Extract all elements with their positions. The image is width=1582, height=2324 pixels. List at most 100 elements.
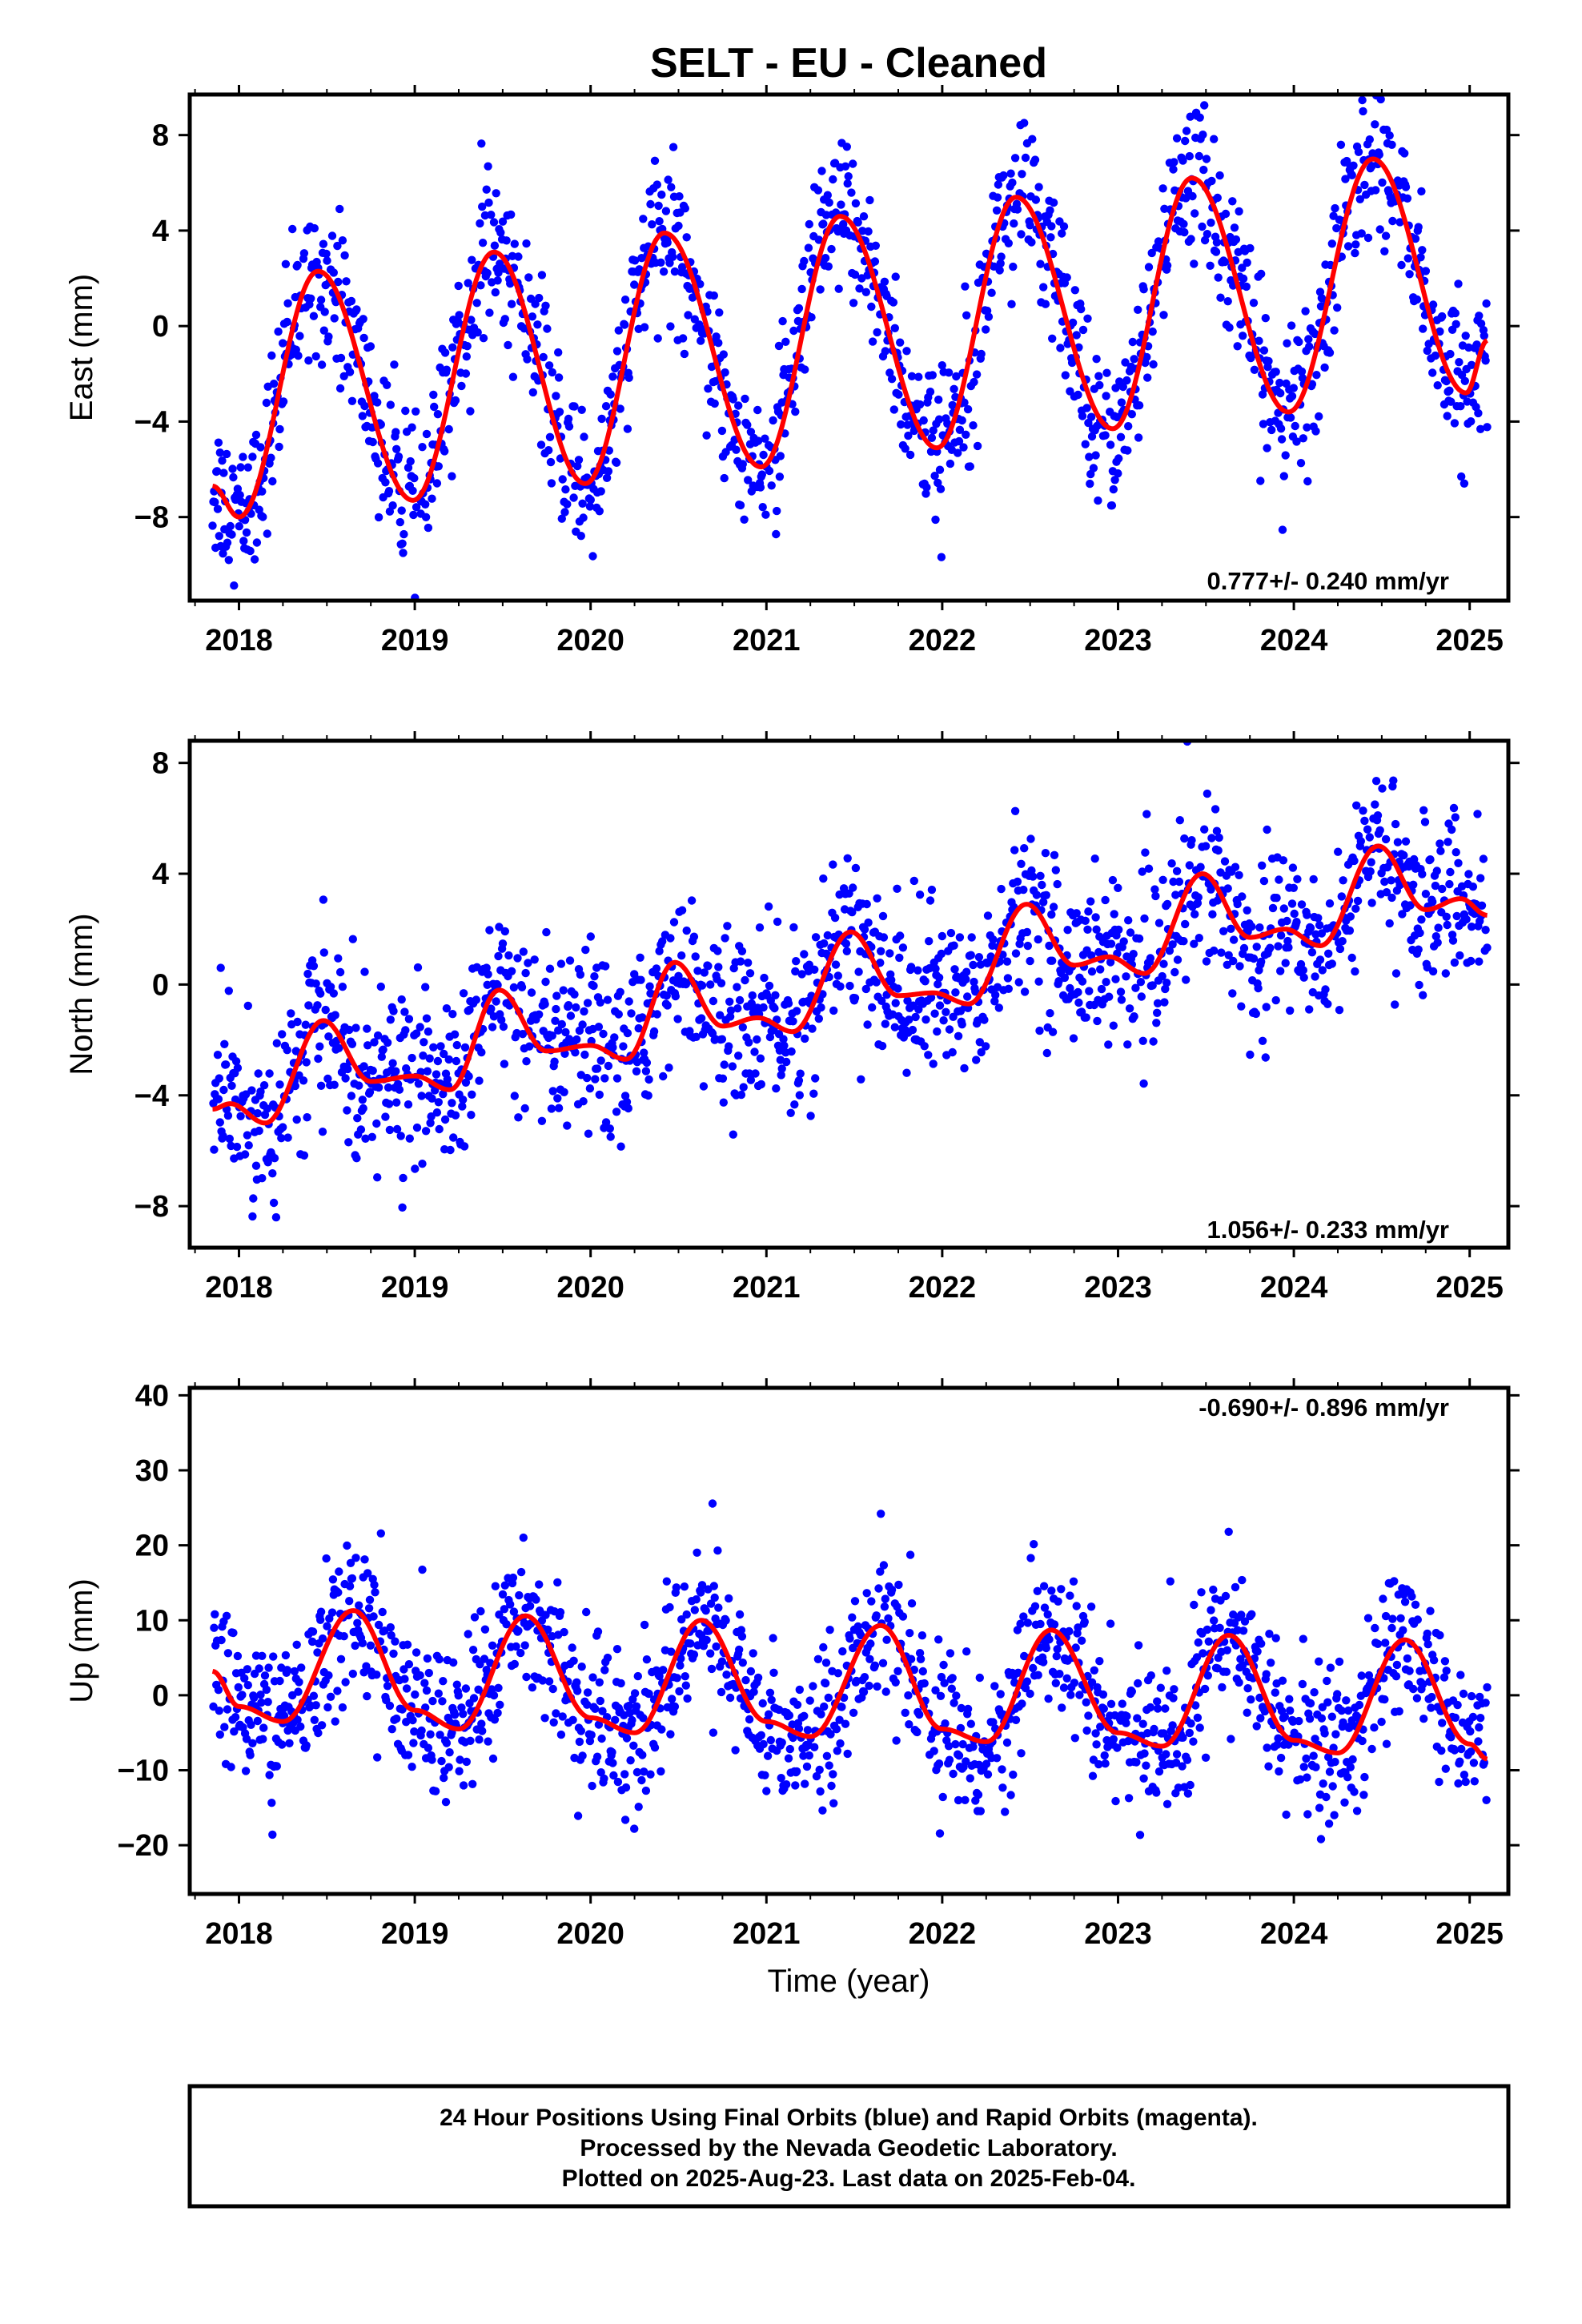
data-point	[878, 911, 888, 921]
data-point	[222, 1611, 231, 1621]
data-point	[1314, 914, 1323, 923]
data-point	[1284, 943, 1293, 952]
data-point	[1161, 1704, 1170, 1713]
data-point	[642, 1655, 652, 1664]
data-point	[577, 1663, 586, 1671]
data-point	[536, 440, 546, 449]
data-point	[963, 992, 972, 1001]
data-point	[1062, 273, 1071, 282]
data-point	[1406, 901, 1415, 910]
data-point	[383, 1682, 392, 1691]
data-point	[1307, 948, 1317, 957]
data-point	[961, 282, 970, 291]
data-point	[604, 1061, 613, 1071]
data-point	[1277, 435, 1287, 444]
data-point	[794, 304, 804, 313]
data-point	[1335, 1657, 1344, 1667]
data-point	[491, 287, 500, 297]
data-point	[604, 467, 613, 476]
data-point	[885, 949, 894, 958]
data-point	[630, 1824, 639, 1833]
data-point	[1472, 340, 1481, 349]
data-point	[1208, 910, 1217, 919]
data-point	[374, 513, 383, 522]
data-point	[299, 249, 309, 258]
data-point	[464, 1072, 473, 1081]
data-point	[1091, 451, 1100, 460]
data-point	[537, 271, 547, 279]
data-point	[1303, 1773, 1311, 1782]
data-point	[630, 280, 639, 289]
data-point	[373, 1031, 383, 1040]
data-point	[487, 1004, 496, 1013]
data-point	[834, 284, 843, 293]
data-point	[228, 464, 237, 473]
data-point	[811, 1074, 820, 1083]
data-point	[969, 421, 978, 430]
data-point	[891, 999, 900, 1007]
data-point	[1271, 368, 1280, 376]
data-point	[478, 202, 487, 211]
data-point	[1433, 938, 1442, 947]
data-point	[797, 970, 806, 979]
data-point	[1221, 1591, 1231, 1601]
data-point	[807, 313, 816, 322]
data-point	[876, 1567, 885, 1576]
data-point	[259, 1081, 269, 1090]
data-point	[428, 1696, 437, 1706]
data-point	[629, 1741, 638, 1750]
data-point	[1243, 258, 1251, 267]
data-point	[442, 365, 452, 374]
data-point	[1090, 1666, 1099, 1675]
data-point	[507, 210, 516, 219]
data-point	[262, 1685, 271, 1695]
data-point	[1276, 967, 1285, 975]
data-point	[741, 975, 749, 985]
data-point	[1295, 1775, 1305, 1784]
data-point	[1045, 941, 1054, 951]
data-point	[409, 510, 418, 520]
data-point	[614, 326, 623, 335]
data-point	[1141, 848, 1150, 857]
data-point	[1077, 1636, 1086, 1645]
data-point	[347, 296, 356, 306]
data-point	[859, 1687, 869, 1696]
data-point	[426, 1730, 435, 1739]
data-point	[333, 241, 342, 251]
data-point	[1231, 235, 1241, 244]
data-point	[725, 1594, 733, 1603]
data-point	[235, 522, 243, 531]
data-point	[242, 1735, 251, 1743]
data-point	[323, 1703, 332, 1712]
data-point	[946, 459, 955, 468]
data-point	[1046, 1009, 1054, 1018]
data-point	[1210, 135, 1219, 143]
data-point	[853, 218, 862, 227]
data-point	[696, 279, 705, 288]
data-point	[1030, 155, 1040, 164]
data-point	[1111, 384, 1120, 392]
data-point	[697, 1581, 707, 1590]
data-point	[411, 1690, 420, 1699]
data-point	[310, 223, 319, 233]
data-point	[1380, 247, 1389, 255]
data-point	[1256, 476, 1265, 485]
data-point	[745, 1038, 753, 1047]
data-point	[333, 1687, 342, 1695]
data-point	[1381, 834, 1391, 844]
data-point	[1101, 1759, 1110, 1768]
data-point	[709, 291, 718, 300]
data-point	[966, 951, 976, 959]
data-point	[420, 1679, 429, 1687]
data-point	[725, 1693, 735, 1703]
data-point	[1039, 898, 1048, 907]
data-point	[650, 156, 660, 165]
data-point	[1447, 1733, 1456, 1742]
data-point	[256, 1087, 265, 1096]
data-point	[1180, 227, 1189, 237]
data-point	[1074, 390, 1082, 400]
data-point	[387, 1630, 396, 1640]
data-point	[584, 1129, 593, 1138]
data-point	[1182, 194, 1191, 203]
data-point	[1020, 119, 1029, 127]
